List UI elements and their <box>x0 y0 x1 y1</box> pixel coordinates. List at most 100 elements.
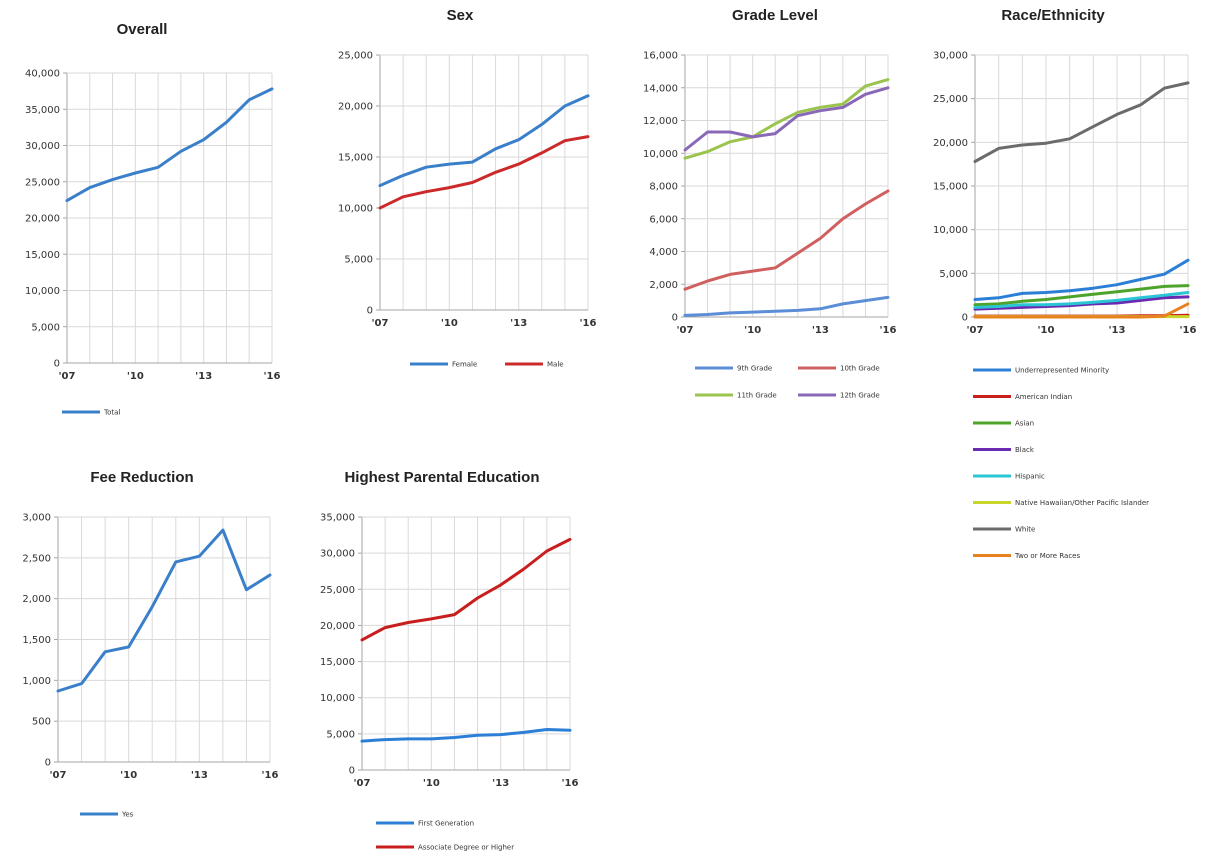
series-line-2 <box>683 78 890 160</box>
x-tick-label: '16 <box>562 778 579 789</box>
y-tick-label: 5,000 <box>344 255 373 266</box>
y-tick-label: 35,000 <box>320 513 355 524</box>
chart-title: Overall <box>117 21 168 38</box>
x-tick-label: '10 <box>120 770 137 781</box>
series-line-0 <box>378 94 590 188</box>
y-tick-label: 12,000 <box>643 116 678 127</box>
y-tick-label: 0 <box>54 359 60 370</box>
legend-label: Hispanic <box>1015 473 1045 481</box>
legend-label: White <box>1015 526 1035 534</box>
y-tick-label: 25,000 <box>933 94 968 105</box>
y-tick-label: 1,000 <box>22 676 51 687</box>
x-tick-label: '10 <box>441 318 458 329</box>
y-tick-label: 20,000 <box>933 138 968 149</box>
series-line-3 <box>973 295 1190 311</box>
y-tick-label: 30,000 <box>933 51 968 62</box>
x-tick-label: '07 <box>354 778 371 789</box>
series-line-7 <box>973 302 1190 319</box>
y-tick-label: 15,000 <box>25 250 60 261</box>
x-tick-label: '13 <box>195 371 212 382</box>
legend-label: Underrepresented Minority <box>1015 367 1109 375</box>
y-tick-label: 6,000 <box>649 214 678 225</box>
series-line-4 <box>973 291 1190 309</box>
y-tick-label: 40,000 <box>25 69 60 80</box>
series-line-1 <box>360 537 572 642</box>
x-tick-label: '10 <box>1038 325 1055 336</box>
y-tick-label: 16,000 <box>643 51 678 62</box>
chart-title: Sex <box>447 7 474 24</box>
y-tick-label: 4,000 <box>649 247 678 258</box>
y-tick-label: 0 <box>45 758 51 769</box>
chart-panel-3: Race/Ethnicity 0 5,000 10,000 15,000 20,000 25… <box>933 7 1197 560</box>
x-tick-label: '07 <box>372 318 389 329</box>
y-tick-label: 5,000 <box>31 322 60 333</box>
x-tick-label: '13 <box>1109 325 1126 336</box>
chart-title: Grade Level <box>732 7 818 24</box>
y-tick-label: 15,000 <box>338 153 373 164</box>
legend-label: Male <box>547 361 564 369</box>
legend-label: 11th Grade <box>737 392 777 400</box>
legend-label: 9th Grade <box>737 365 772 373</box>
legend-label: Female <box>452 361 477 369</box>
series-line-6 <box>973 81 1190 163</box>
chart-title: Fee Reduction <box>90 469 193 486</box>
legend-label: Native Hawaiian/Other Pacific Islander <box>1015 499 1149 507</box>
legend-label: Total <box>103 409 120 417</box>
series-line-1 <box>378 135 590 210</box>
x-tick-label: '10 <box>127 371 144 382</box>
y-tick-label: 15,000 <box>320 657 355 668</box>
chart-title: Highest Parental Education <box>344 469 539 486</box>
y-tick-label: 15,000 <box>933 182 968 193</box>
x-tick-label: '13 <box>191 770 208 781</box>
legend-label: 10th Grade <box>840 365 880 373</box>
y-tick-label: 1,500 <box>22 635 51 646</box>
x-tick-label: '16 <box>580 318 597 329</box>
y-tick-label: 2,000 <box>649 280 678 291</box>
y-tick-label: 14,000 <box>643 83 678 94</box>
y-tick-label: 10,000 <box>933 225 968 236</box>
y-tick-label: 500 <box>32 717 51 728</box>
y-tick-label: 0 <box>367 306 373 317</box>
chart-title: Race/Ethnicity <box>1001 7 1105 24</box>
x-tick-label: '16 <box>264 371 281 382</box>
y-tick-label: 10,000 <box>25 286 60 297</box>
y-tick-label: 20,000 <box>338 102 373 113</box>
x-tick-label: '16 <box>262 770 279 781</box>
x-tick-label: '10 <box>423 778 440 789</box>
y-tick-label: 30,000 <box>25 141 60 152</box>
chart-panel-4: Fee Reduction 0 500 1,000 1,500 2,000 2,500 3,0… <box>22 469 278 819</box>
legend-label: Black <box>1015 446 1035 454</box>
y-tick-label: 5,000 <box>939 269 968 280</box>
y-tick-label: 25,000 <box>320 585 355 596</box>
series-line-1 <box>683 189 890 291</box>
x-tick-label: '13 <box>812 325 829 336</box>
legend-label: American Indian <box>1015 393 1072 401</box>
legend-label: First Generation <box>418 820 474 828</box>
y-tick-label: 20,000 <box>25 214 60 225</box>
legend-label: Two or More Races <box>1014 552 1080 560</box>
legend-label: Associate Degree or Higher <box>418 844 514 852</box>
y-tick-label: 8,000 <box>649 182 678 193</box>
y-tick-label: 2,000 <box>22 594 51 605</box>
x-tick-label: '07 <box>50 770 67 781</box>
y-tick-label: 20,000 <box>320 621 355 632</box>
y-tick-label: 30,000 <box>320 549 355 560</box>
y-tick-label: 0 <box>962 313 968 324</box>
legend-label: Yes <box>121 811 134 819</box>
chart-panel-1: Sex 0 5,000 10,000 15,000 20,000 25,000 '07 '10 '… <box>338 7 597 369</box>
y-tick-label: 25,000 <box>338 51 373 62</box>
x-tick-label: '07 <box>59 371 76 382</box>
chart-panel-2: Grade Level 0 2,000 4,000 6,000 8,000 10,000 12… <box>643 7 897 400</box>
x-tick-label: '16 <box>880 325 897 336</box>
chart-panel-5: Highest Parental Education 0 5,000 10,000 15… <box>320 469 579 852</box>
y-tick-label: 2,500 <box>22 553 51 564</box>
series-line-3 <box>683 86 890 152</box>
x-tick-label: '07 <box>967 325 984 336</box>
y-tick-label: 10,000 <box>320 693 355 704</box>
y-tick-label: 10,000 <box>338 204 373 215</box>
series-line-2 <box>973 284 1190 307</box>
x-tick-label: '07 <box>677 325 694 336</box>
y-tick-label: 10,000 <box>643 149 678 160</box>
y-tick-label: 5,000 <box>326 729 355 740</box>
